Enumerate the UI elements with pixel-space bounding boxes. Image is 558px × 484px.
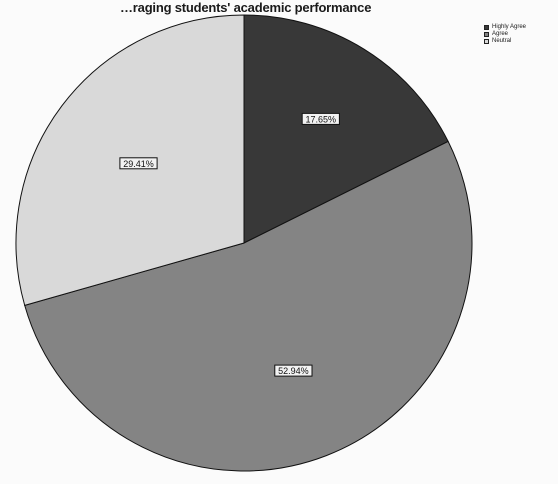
data-label-box-agree — [274, 364, 313, 377]
legend-label-highly-agree: Highly Agree — [492, 24, 527, 30]
chart-title: …ragin‎g students' academic performance — [120, 0, 372, 15]
legend-swatch-highly-agree — [484, 25, 489, 30]
pie-slice-highly-agree — [243, 14, 449, 244]
data-label-highly-agree: 17.65% — [301, 112, 340, 125]
legend-item-agree: Agree — [484, 31, 526, 38]
chart-legend: Highly Agree Agree Neutral — [484, 24, 526, 45]
data-label-neutral: 29.41% — [119, 157, 158, 170]
data-label-text-agree: 52.94% — [278, 366, 309, 376]
legend-label-agree: Agree — [492, 31, 509, 37]
data-label-text-neutral: 29.41% — [123, 159, 154, 169]
data-label-agree: 52.94% — [274, 364, 313, 377]
pie-slice-agree — [24, 140, 473, 472]
data-label-box-highly-agree — [301, 112, 340, 125]
data-label-text-highly-agree: 17.65% — [306, 114, 337, 124]
data-label-box-neutral — [119, 157, 158, 170]
legend-item-neutral: Neutral — [484, 38, 526, 45]
legend-swatch-neutral — [484, 39, 489, 44]
legend-item-highly-agree: Highly Agree — [484, 24, 526, 31]
pie-data-labels: 17.65% 52.94% 29.41% — [119, 112, 340, 377]
pie-slices — [15, 14, 473, 472]
legend-label-neutral: Neutral — [492, 38, 512, 44]
legend-swatch-agree — [484, 32, 489, 37]
